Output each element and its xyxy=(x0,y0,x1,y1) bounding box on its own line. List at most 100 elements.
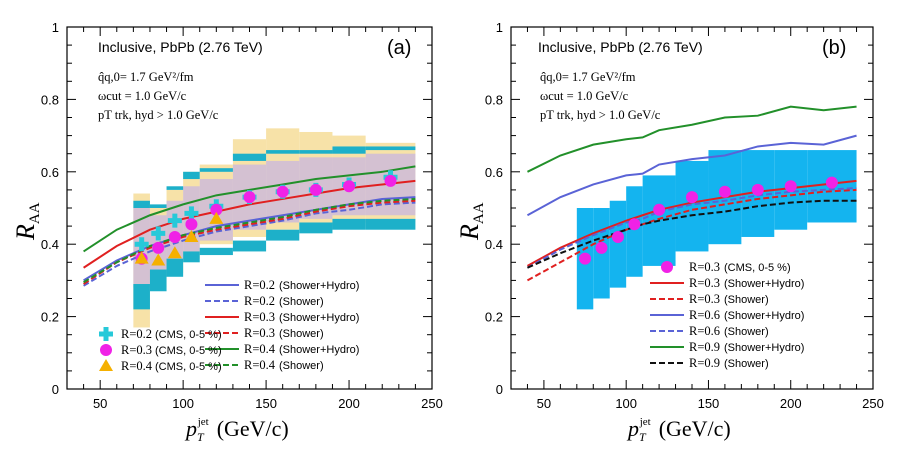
band-3-bin-5 xyxy=(232,153,267,161)
legend-desc-6: (Shower) xyxy=(724,358,769,370)
series-line-5 xyxy=(83,197,416,284)
x-tick-label: 100 xyxy=(172,396,194,411)
panel-b-legend: R=0.3 (CMS, 0-5 %) R=0.3 (Shower+Hydro) R=0.… xyxy=(650,260,804,370)
band-3-bin-9 xyxy=(365,146,416,151)
cms-point-0-5 xyxy=(686,191,698,204)
legend-desc-2: (Shower) xyxy=(724,294,769,306)
band-2-bin-0 xyxy=(133,284,150,310)
cms-point-0-9 xyxy=(825,176,838,189)
cms-point-0-4 xyxy=(653,203,666,216)
cms-point-0-2 xyxy=(167,213,182,228)
cms-point-0-3 xyxy=(184,206,199,221)
cms-point-1-8 xyxy=(343,180,356,193)
cms-point-0-0 xyxy=(579,252,592,265)
cms-point-1-4 xyxy=(210,203,223,216)
band-3-bin-4 xyxy=(199,168,233,172)
y-tick-label: 0.4 xyxy=(41,237,59,252)
legend-desc-5: (Shower) xyxy=(279,360,324,372)
y-tick-label: 0.8 xyxy=(41,92,59,107)
series-line-4 xyxy=(527,105,857,173)
y-tick-label: 0 xyxy=(496,382,503,397)
legend-radius-0: R=0.3 xyxy=(689,260,720,274)
legend-desc-3: (Shower) xyxy=(279,328,324,340)
cms-point-0-8 xyxy=(784,180,797,193)
panel-b-param-qhat: q̂q,0= 1.7 GeV²/fm xyxy=(540,70,636,84)
band-2-bin-4 xyxy=(199,247,233,256)
legend-radius-2: R=0.3 xyxy=(244,310,275,324)
x-tick-label: 50 xyxy=(537,396,551,411)
panel-b-title: Inclusive, PbPb (2.76 TeV) xyxy=(538,39,703,55)
band-0-bin-3 xyxy=(626,186,643,277)
cms-legend-marker-2 xyxy=(99,359,113,371)
cms-legend-radius-1: R=0.3 xyxy=(121,343,152,357)
band-2-bin-6 xyxy=(266,229,300,241)
cms-point-2-4 xyxy=(209,211,224,224)
band-3-bin-2 xyxy=(166,186,184,190)
y-tick-label: 0.6 xyxy=(485,165,503,180)
series-line-2 xyxy=(526,134,857,217)
cms-point-1-3 xyxy=(185,218,198,231)
band-2-bin-3 xyxy=(183,251,200,263)
legend-radius-5: R=0.9 xyxy=(689,340,720,354)
panel-b-param-pt: pT trk, hyd > 1.0 GeV/c xyxy=(540,108,661,122)
x-tick-label: 50 xyxy=(93,396,107,411)
legend-desc-1: (Shower) xyxy=(279,296,324,308)
panel-a-cms-legend: R=0.2 (CMS, 0-5 %)R=0.3 (CMS, 0-5 %)R=0.4(… xyxy=(99,327,222,373)
y-tick-label: 0 xyxy=(52,382,59,397)
cms-legend-marker-1 xyxy=(100,344,112,356)
legend-desc-5: (Shower+Hydro) xyxy=(724,342,804,354)
cms-point-1-2 xyxy=(168,230,181,243)
cms-point-0-0 xyxy=(134,237,149,252)
legend-marker-0 xyxy=(661,261,673,273)
panel-a-param-omega: ωcut = 1.0 GeV/c xyxy=(98,89,187,103)
cms-legend-radius-0: R=0.2 xyxy=(121,327,152,341)
legend-radius-6: R=0.9 xyxy=(689,356,720,370)
panel-b-cms-data-points xyxy=(579,176,838,265)
cms-point-2-1 xyxy=(151,253,166,266)
cms-point-1-7 xyxy=(309,183,322,196)
cms-point-0-7 xyxy=(751,183,764,196)
panel-a-x-axis-label: pTjet (GeV/c) xyxy=(184,416,289,444)
panel-a-cms-data-points xyxy=(134,170,398,266)
panel-b: 50 100 150 200 250 0 0.2 0.4 0.6 0.8 1 Inclusive, … xyxy=(455,20,884,444)
x-tick-label: 100 xyxy=(615,396,637,411)
legend-radius-4: R=0.6 xyxy=(689,324,720,338)
legend-radius-1: R=0.3 xyxy=(689,276,720,290)
cms-legend-radius-2: R=0.4 xyxy=(121,359,153,373)
cms-point-1-1 xyxy=(152,241,165,254)
cms-point-1-9 xyxy=(384,174,397,187)
legend-radius-2: R=0.3 xyxy=(689,292,720,306)
panel-a-model-curves xyxy=(83,165,416,287)
cms-legend-desc-1: (CMS, 0-5 %) xyxy=(155,345,222,357)
band-2-bin-7 xyxy=(299,222,333,234)
cms-legend-desc-0: (CMS, 0-5 %) xyxy=(155,329,222,341)
band-3-bin-6 xyxy=(266,150,300,154)
band-3-bin-0 xyxy=(133,200,150,208)
series-line-3 xyxy=(83,199,416,285)
y-tick-label: 0.2 xyxy=(41,310,59,325)
cms-point-2-2 xyxy=(167,246,182,259)
band-0-bin-2 xyxy=(609,200,627,288)
panel-b-x-axis-label: pTjet (GeV/c) xyxy=(626,416,731,444)
x-tick-label: 150 xyxy=(698,396,720,411)
panel-b-label: (b) xyxy=(822,37,846,59)
x-tick-label: 200 xyxy=(338,396,360,411)
band-2-bin-5 xyxy=(232,240,267,252)
series-line-1 xyxy=(83,201,416,287)
panel-a-param-pt: pT trk, hyd > 1.0 GeV/c xyxy=(98,108,219,122)
cms-point-0-1 xyxy=(151,226,166,241)
panel-a-param-qhat: q̂q,0= 1.7 GeV²/fm xyxy=(98,70,194,84)
y-tick-label: 1 xyxy=(496,20,503,35)
legend-radius-3: R=0.3 xyxy=(244,326,275,340)
legend-radius-0: R=0.2 xyxy=(244,278,275,292)
legend-desc-3: (Shower+Hydro) xyxy=(724,310,804,322)
legend-radius-4: R=0.4 xyxy=(244,342,276,356)
cms-point-0-3 xyxy=(628,218,641,231)
y-tick-label: 1 xyxy=(52,20,59,35)
legend-desc-0: (Shower+Hydro) xyxy=(279,280,359,292)
panel-a-legend: R=0.2 (Shower+Hydro) R=0.2 (Shower) R=0.3 (Sh… xyxy=(205,278,359,372)
cms-point-0-2 xyxy=(611,230,624,243)
cms-point-2-3 xyxy=(184,229,199,242)
band-3-bin-1 xyxy=(149,204,167,208)
series-line-3 xyxy=(526,187,857,269)
